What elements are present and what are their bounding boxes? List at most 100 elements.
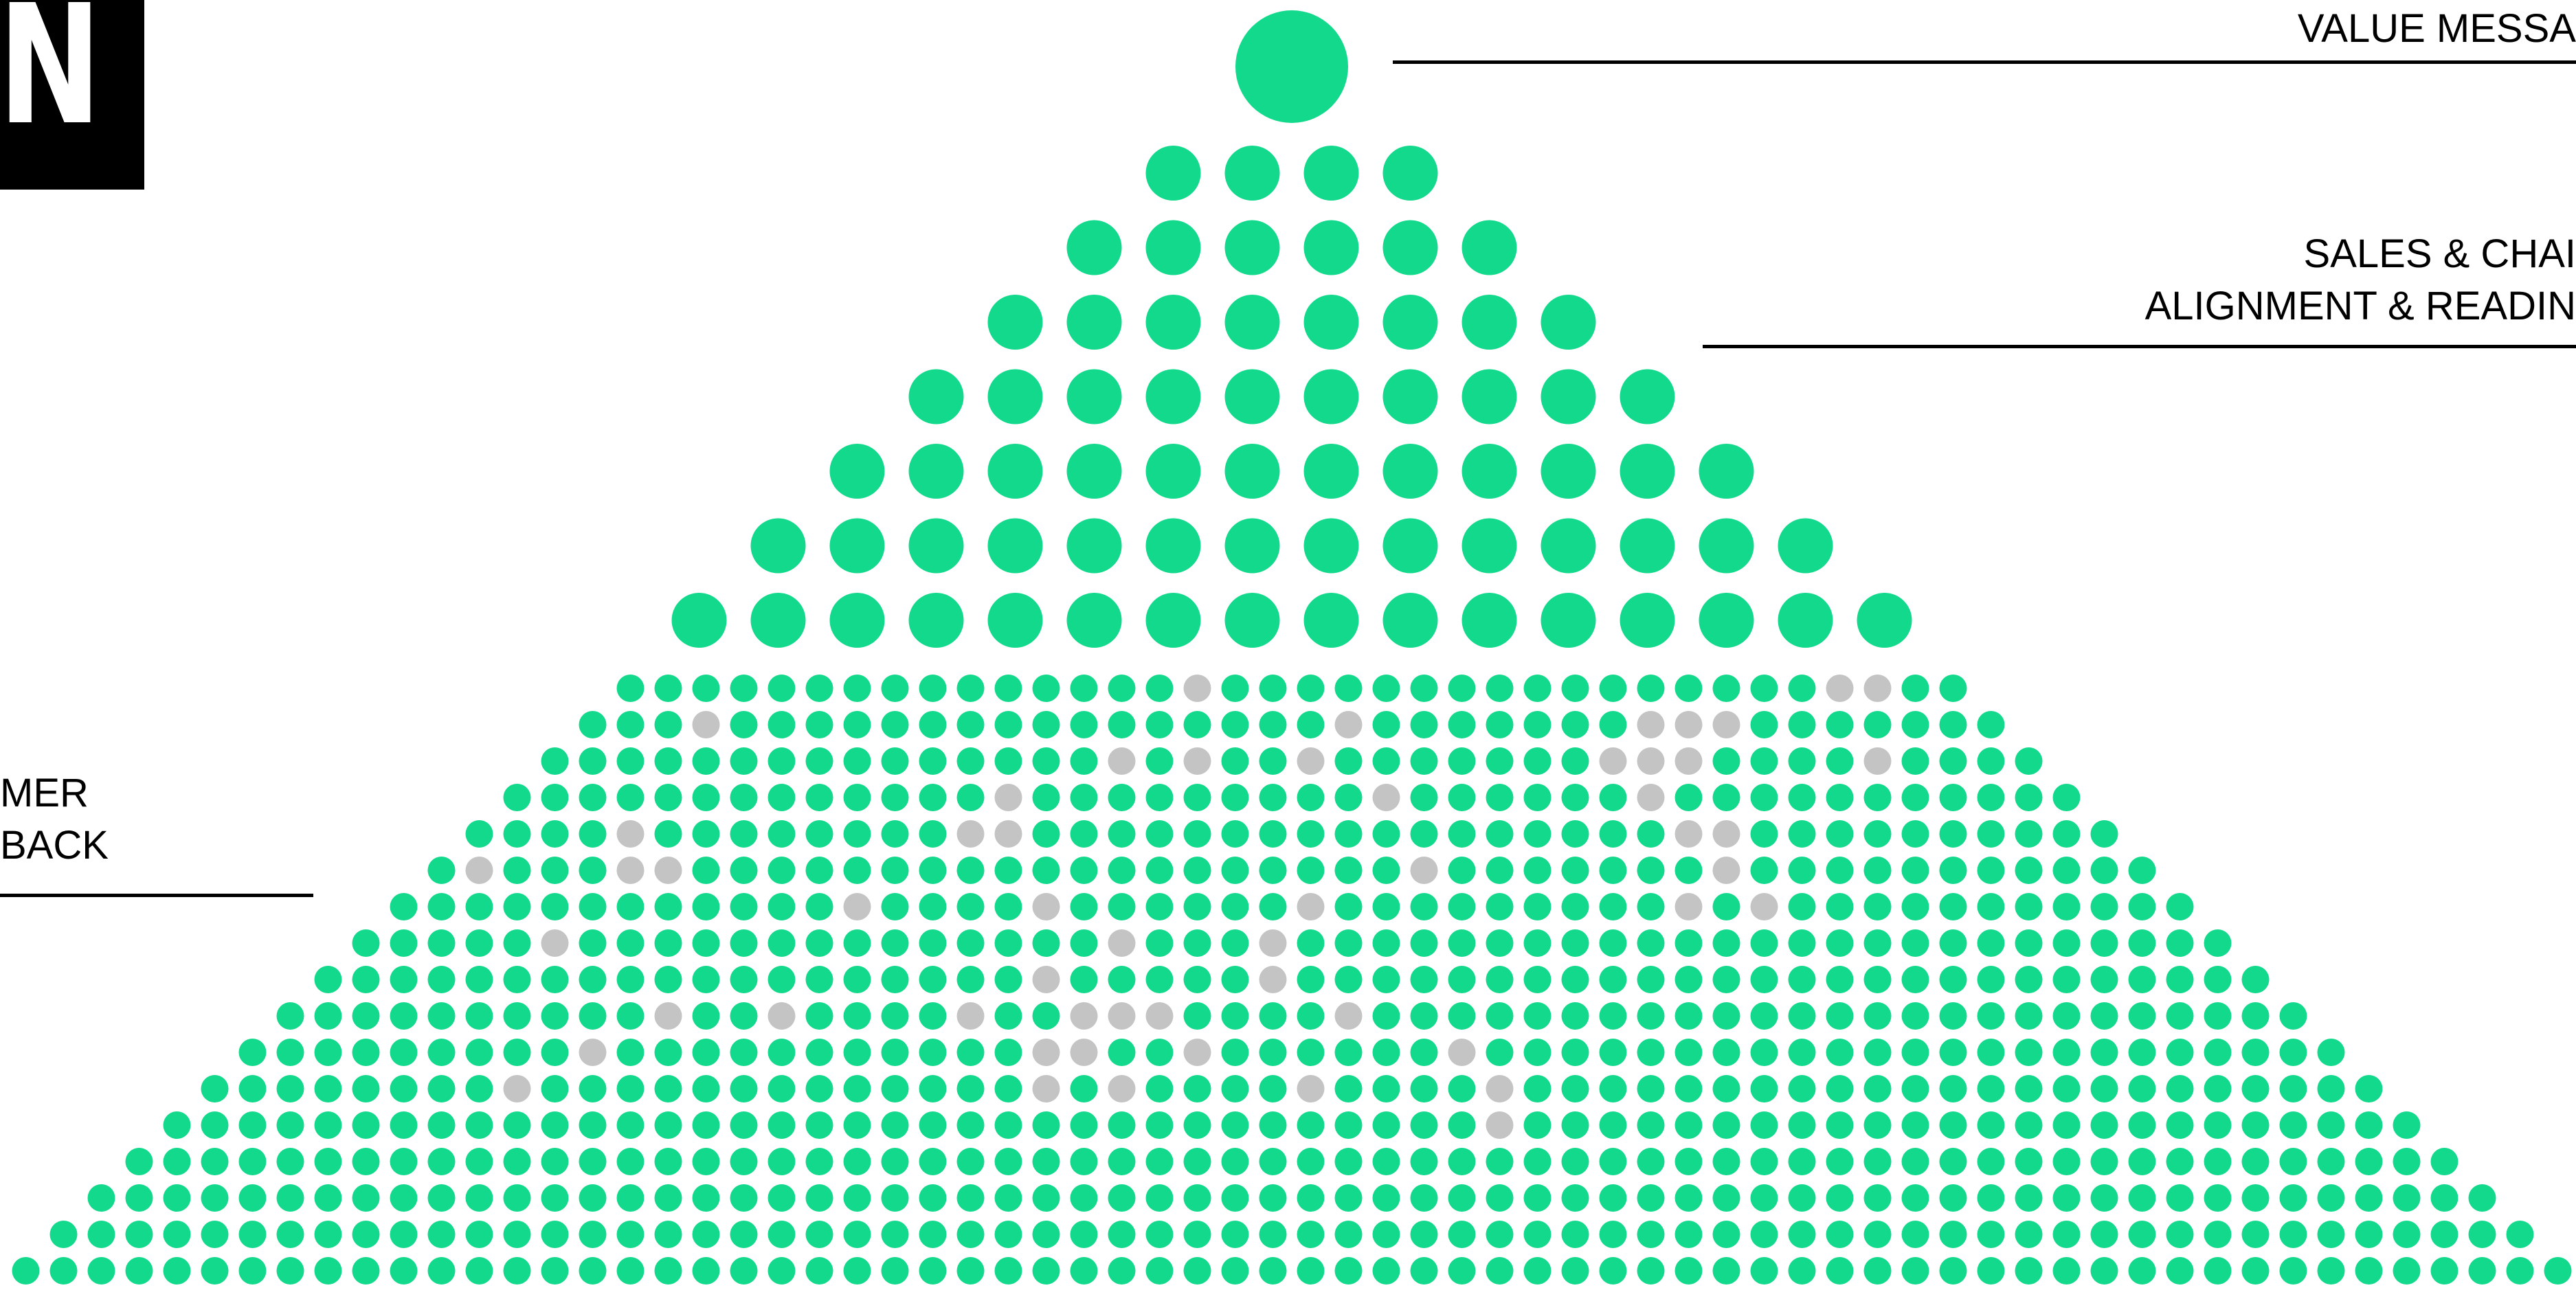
base-tier-dot — [1523, 1039, 1552, 1066]
apex-dot — [1235, 10, 1348, 123]
base-tier-dot — [1334, 1075, 1363, 1102]
base-tier-dot — [1221, 711, 1249, 738]
base-tier-dot — [1863, 857, 1892, 884]
upper-tier-dot — [1620, 444, 1675, 499]
base-tier-dot — [2015, 929, 2043, 957]
base-tier-dot — [2279, 1257, 2307, 1285]
base-tier-dot — [427, 929, 456, 957]
base-tier-dot — [427, 893, 456, 920]
base-tier-dot — [1561, 675, 1589, 702]
base-tier-dot — [1334, 1221, 1363, 1248]
base-tier-dot — [692, 893, 720, 920]
base-tier-dot — [1637, 1075, 1665, 1102]
base-tier-dot — [2128, 1184, 2156, 1212]
base-tier-dot — [1486, 784, 1514, 811]
base-tier-dot — [994, 1002, 1022, 1030]
base-tier-dot — [1259, 1111, 1287, 1139]
upper-tier-dot — [1541, 369, 1596, 425]
base-tier-dot — [1145, 1257, 1174, 1285]
base-tier-dot — [692, 1148, 720, 1175]
base-tier-dot — [843, 1221, 871, 1248]
base-tier-dot — [1032, 820, 1060, 848]
base-tier-dot — [1977, 820, 2005, 848]
base-tier-dot — [730, 966, 758, 993]
base-tier-dot — [1826, 1002, 1854, 1030]
base-tier-dot — [1145, 820, 1174, 848]
base-tier-dot — [2128, 857, 2156, 884]
base-tier-dot — [730, 1221, 758, 1248]
base-tier-dot-muted — [1183, 675, 1211, 702]
base-tier-dot — [730, 820, 758, 848]
base-tier-dot — [2090, 820, 2118, 848]
base-tier-dot — [1523, 784, 1552, 811]
base-tier-dot — [1939, 929, 1967, 957]
base-tier-dot — [87, 1221, 115, 1248]
base-tier-dot — [2052, 1221, 2081, 1248]
base-tier-dot — [994, 1184, 1022, 1212]
upper-tier-dot — [1145, 518, 1201, 574]
base-tier-dot — [2166, 893, 2194, 920]
base-tier-dot — [956, 966, 985, 993]
base-tier-dot — [238, 1257, 267, 1285]
upper-tier-dot — [1699, 593, 1754, 648]
base-tier-dot — [541, 1148, 569, 1175]
base-tier-dot — [2052, 1148, 2081, 1175]
base-tier-dot — [1372, 857, 1400, 884]
base-tier-dot — [956, 1184, 985, 1212]
base-tier-dot — [1410, 929, 1438, 957]
base-tier-dot — [1826, 893, 1854, 920]
base-tier-dot — [730, 1075, 758, 1102]
base-tier-dot — [616, 1075, 645, 1102]
base-tier-dot — [2241, 1039, 2270, 1066]
base-tier-dot — [692, 820, 720, 848]
base-tier-dot-muted — [768, 1002, 796, 1030]
base-tier-dot — [730, 1148, 758, 1175]
base-tier-dot — [1486, 1184, 1514, 1212]
base-tier-dot — [616, 1039, 645, 1066]
base-tier-dot — [1259, 1184, 1287, 1212]
base-tier-dot — [1183, 1002, 1211, 1030]
base-tier-dot — [768, 1257, 796, 1285]
base-tier-dot — [1523, 857, 1552, 884]
base-tier-dot — [2241, 966, 2270, 993]
base-tier-dot — [1863, 929, 1892, 957]
base-tier-dot — [805, 1221, 833, 1248]
base-tier-dot — [1145, 966, 1174, 993]
base-tier-dot — [2090, 1257, 2118, 1285]
base-tier-dot — [956, 1257, 985, 1285]
upper-tier-dot — [1699, 518, 1754, 574]
upper-tier-dot — [1541, 444, 1596, 499]
base-tier-dot — [1901, 711, 1929, 738]
base-tier-dot — [1561, 1039, 1589, 1066]
base-tier-dot-muted — [1486, 1111, 1514, 1139]
base-tier-dot — [616, 929, 645, 957]
upper-tier-dot — [1382, 146, 1438, 201]
base-tier-dot — [1750, 966, 1778, 993]
base-tier-dot — [919, 1257, 947, 1285]
upper-tier-dot — [908, 369, 964, 425]
base-tier-dot — [881, 1075, 909, 1102]
base-tier-dot — [1372, 966, 1400, 993]
brand-logo: N — [0, 0, 144, 190]
base-tier-dot — [1334, 893, 1363, 920]
base-tier-dot — [692, 784, 720, 811]
base-tier-dot — [541, 1221, 569, 1248]
base-tier-dot — [352, 1221, 380, 1248]
base-tier-dot — [1561, 1111, 1589, 1139]
base-tier-dot — [465, 966, 493, 993]
base-tier-dot — [616, 1184, 645, 1212]
base-tier-dot — [125, 1221, 153, 1248]
base-tier-dot — [1750, 1148, 1778, 1175]
base-tier-dot — [503, 1257, 531, 1285]
base-tier-dot — [2241, 1111, 2270, 1139]
base-tier-dot — [390, 1184, 418, 1212]
base-tier-dot — [1221, 747, 1249, 775]
base-tier-dot — [1410, 820, 1438, 848]
base-tier-dot — [1259, 1221, 1287, 1248]
base-tier-dot — [2393, 1148, 2421, 1175]
base-tier-dot — [1863, 1075, 1892, 1102]
base-tier-dot — [1712, 1148, 1740, 1175]
base-tier-dot — [1599, 1221, 1627, 1248]
base-tier-dot — [2015, 857, 2043, 884]
base-tier-dot — [352, 966, 380, 993]
